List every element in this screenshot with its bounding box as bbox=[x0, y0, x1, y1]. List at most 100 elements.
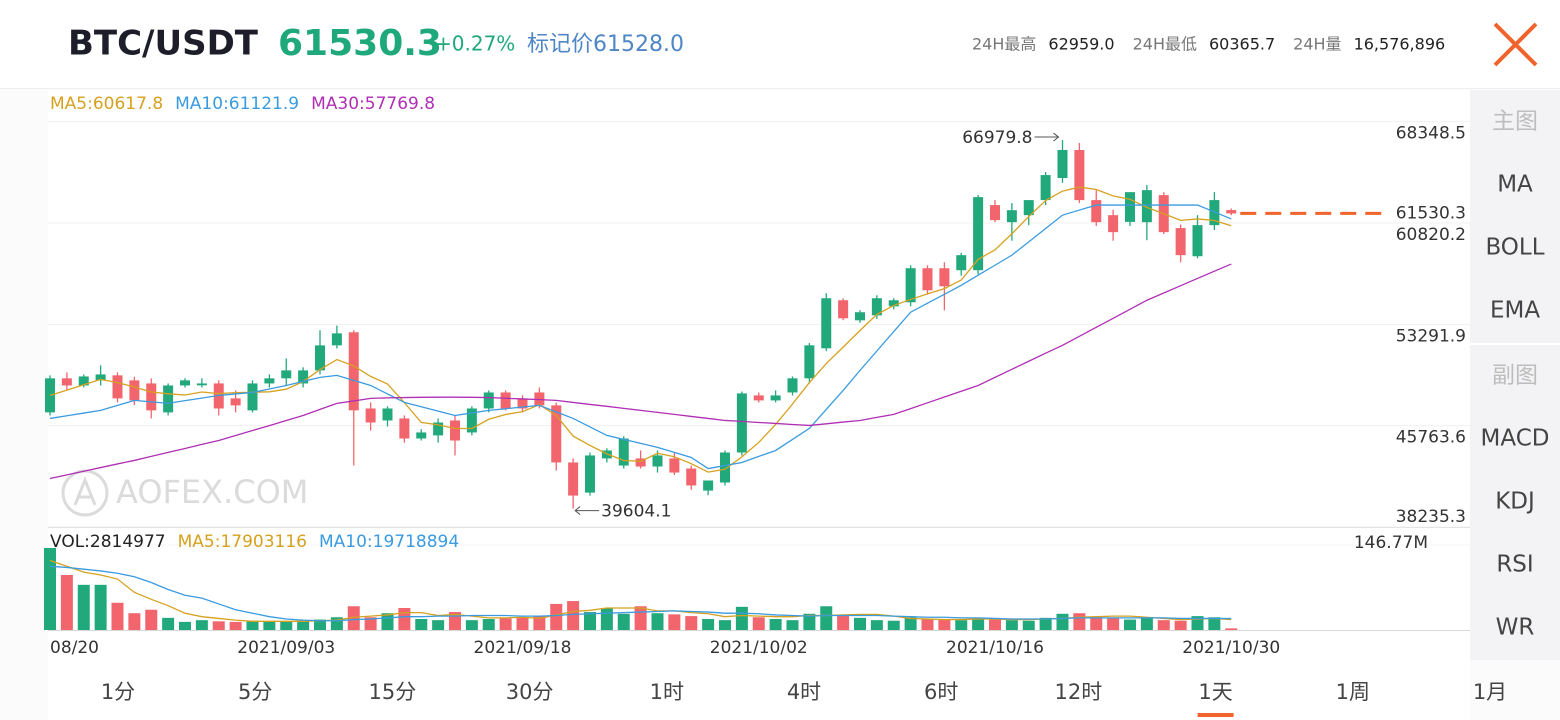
watermark-text: AOFEX.COM bbox=[116, 473, 308, 511]
candle-body bbox=[703, 480, 714, 491]
y-tick-label: 68348.5 bbox=[1396, 124, 1466, 144]
volume-bar bbox=[347, 606, 360, 630]
timeframe-tab[interactable]: 5分 bbox=[238, 680, 272, 704]
y-tick-label: 45763.6 bbox=[1396, 428, 1466, 448]
volume-bar bbox=[617, 613, 630, 630]
chart-background bbox=[48, 0, 1470, 720]
volume-bar bbox=[550, 603, 563, 630]
volume-bar bbox=[145, 609, 158, 630]
candle-body bbox=[382, 408, 393, 421]
annotation-arrowhead bbox=[574, 506, 581, 515]
candle-body bbox=[433, 422, 444, 436]
candle-body bbox=[838, 300, 849, 319]
side-menu-background bbox=[1470, 90, 1560, 660]
candle-body bbox=[1040, 175, 1051, 201]
candle-body bbox=[922, 268, 933, 291]
timeframe-tab[interactable]: 15分 bbox=[369, 680, 417, 704]
timeframe-tab[interactable]: 6时 bbox=[924, 680, 958, 704]
candle-body bbox=[1141, 190, 1152, 223]
menu-item[interactable]: EMA bbox=[1490, 298, 1540, 324]
menu-item[interactable]: BOLL bbox=[1485, 235, 1544, 261]
timeframe-tab[interactable]: 30分 bbox=[506, 680, 554, 704]
candle-body bbox=[804, 345, 815, 379]
volume-bar bbox=[44, 547, 56, 630]
volume-bar bbox=[94, 584, 107, 630]
volume-bar bbox=[786, 620, 799, 630]
candle-body bbox=[736, 393, 747, 453]
candle-body bbox=[720, 452, 730, 483]
volume-bar bbox=[111, 602, 124, 630]
volume-bar bbox=[1208, 617, 1221, 630]
stat-value: 60365.7 bbox=[1209, 35, 1275, 54]
y-tick-label: 146.77M bbox=[1354, 533, 1428, 553]
candle-body bbox=[450, 420, 460, 441]
volume-bar bbox=[516, 617, 529, 630]
timeframe-tab[interactable]: 12时 bbox=[1055, 680, 1103, 704]
volume-bar bbox=[246, 620, 259, 630]
candle-body bbox=[618, 438, 629, 466]
mark-price-label: 标记价 bbox=[527, 32, 593, 57]
candle-body bbox=[399, 418, 410, 439]
volume-bar bbox=[870, 620, 883, 630]
candle-body bbox=[534, 392, 545, 406]
last-price: 61530.3 bbox=[278, 23, 442, 64]
volume-bar bbox=[60, 574, 73, 630]
candle-body bbox=[652, 455, 663, 467]
legend-item: VOL:2814977 bbox=[50, 532, 166, 552]
candle-body bbox=[956, 255, 967, 271]
candle-body bbox=[551, 405, 562, 463]
candle-body bbox=[753, 395, 764, 401]
timeframe-tab[interactable]: 1月 bbox=[1473, 680, 1507, 704]
volume-bar bbox=[1107, 617, 1120, 630]
menu-item[interactable]: MA bbox=[1497, 172, 1533, 198]
volume-bar bbox=[1124, 619, 1136, 630]
candle-body bbox=[1125, 192, 1135, 222]
volume-bar bbox=[499, 618, 512, 630]
menu-item[interactable]: WR bbox=[1496, 615, 1535, 641]
volume-bar bbox=[1157, 620, 1170, 630]
menu-heading: 副图 bbox=[1492, 363, 1538, 389]
candle-body bbox=[568, 462, 579, 496]
candle-body bbox=[1108, 215, 1119, 233]
candle-body bbox=[163, 385, 174, 413]
candle-body bbox=[517, 398, 528, 409]
volume-bar bbox=[533, 616, 546, 630]
candle-body bbox=[146, 383, 157, 411]
volume-bar bbox=[415, 618, 428, 630]
legend-item: MA5:60617.8 bbox=[50, 94, 163, 114]
volume-bar bbox=[280, 621, 293, 630]
volume-panel: 146.77M bbox=[44, 533, 1470, 630]
volume-bar bbox=[600, 607, 613, 630]
timeframe-tab[interactable]: 1分 bbox=[101, 680, 135, 704]
candle-body bbox=[973, 197, 984, 271]
price-panel: 38235.3 45763.6 53291.9 60820.2 68348.5 66979… bbox=[45, 121, 1470, 528]
legend-item: MA10:19718894 bbox=[319, 532, 459, 552]
x-tick-label: 2021/09/18 bbox=[474, 638, 572, 658]
candle-body bbox=[281, 370, 292, 379]
menu-item[interactable]: MACD bbox=[1481, 426, 1550, 452]
menu-item[interactable]: KDJ bbox=[1495, 489, 1535, 515]
volume-bar bbox=[128, 613, 141, 630]
volume-bar bbox=[837, 614, 850, 630]
volume-bar bbox=[735, 606, 748, 630]
menu-item[interactable]: RSI bbox=[1496, 552, 1533, 578]
timeframe-tab[interactable]: 1天 bbox=[1198, 680, 1232, 704]
volume-bar bbox=[567, 601, 580, 630]
candle-body bbox=[905, 268, 916, 303]
candle-body bbox=[264, 378, 275, 384]
volume-bar bbox=[1090, 617, 1103, 630]
timeframe-tab[interactable]: 1时 bbox=[650, 680, 684, 704]
volume-bar bbox=[668, 614, 681, 630]
candle-body bbox=[1192, 225, 1203, 257]
timeframe-tab[interactable]: 1周 bbox=[1336, 680, 1370, 704]
x-tick-label: 08/20 bbox=[50, 638, 99, 658]
timeframe-tab[interactable]: 4时 bbox=[787, 680, 821, 704]
volume-bar bbox=[212, 621, 225, 630]
close-button[interactable] bbox=[1484, 14, 1546, 76]
volume-bar bbox=[938, 619, 951, 630]
volume-bar bbox=[1174, 620, 1187, 630]
candle-body bbox=[585, 455, 595, 493]
candle-body bbox=[1226, 210, 1237, 214]
volume-bar bbox=[263, 621, 276, 630]
candle-body bbox=[298, 370, 309, 384]
